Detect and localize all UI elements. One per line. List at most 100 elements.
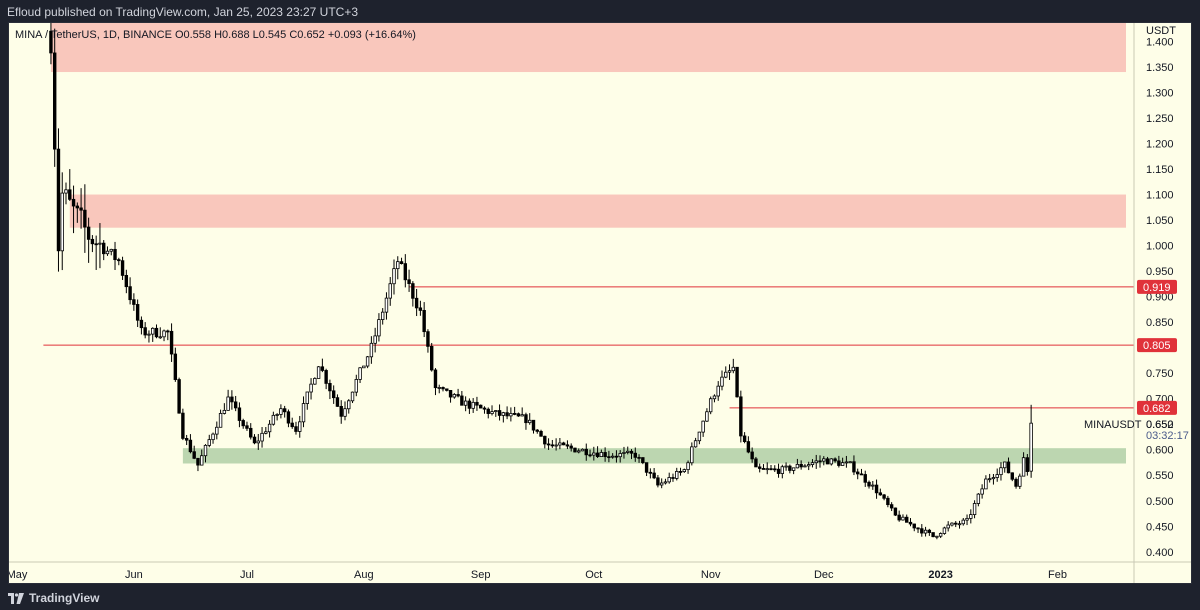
support-zone-3 <box>182 448 1126 464</box>
candle-down <box>128 286 132 301</box>
candle-up <box>991 477 996 480</box>
candle-up <box>494 410 498 413</box>
candle-up <box>987 478 992 481</box>
candle-up <box>279 408 283 415</box>
candle-up <box>316 366 321 379</box>
price-badges-layer: 0.919 0.805 0.682 <box>1137 279 1177 415</box>
candle-up <box>373 335 377 344</box>
x-ticks-layer: May Jun Jul Aug Sep Oct Nov Dec 2023 Feb <box>7 569 1067 581</box>
y-tick-label: 0.450 <box>1146 521 1174 533</box>
y-tick-label: 0.750 <box>1146 368 1174 380</box>
candle-down <box>531 419 536 431</box>
candle-down <box>856 471 860 475</box>
candle-down <box>539 430 543 437</box>
candle-up <box>995 474 999 478</box>
resistance-zone-1 <box>50 21 1126 73</box>
x-tick-label: Oct <box>585 569 602 581</box>
candle-up <box>105 250 110 255</box>
y-tick-label: 1.200 <box>1146 138 1174 150</box>
levels-layer <box>43 286 1134 409</box>
candle-down <box>230 396 234 403</box>
candle-up <box>558 442 562 446</box>
candle-up <box>463 400 468 406</box>
candle-up <box>298 421 302 432</box>
plot-background <box>9 23 1191 583</box>
candle-down <box>139 319 144 329</box>
candle-up <box>1029 422 1033 472</box>
price-badge-0.805 <box>1137 338 1177 353</box>
candle-up <box>980 488 984 495</box>
candle-down <box>124 275 129 288</box>
candle-up <box>942 527 947 534</box>
candle-down <box>184 438 189 441</box>
candle-up <box>377 319 381 337</box>
x-tick-label: Nov <box>701 569 721 581</box>
candle-down <box>324 370 328 384</box>
candle-down <box>561 442 566 446</box>
candle-up <box>697 431 702 442</box>
candle-down <box>742 435 747 442</box>
candle-up <box>437 387 441 389</box>
candle-down <box>486 408 490 414</box>
published-text: Efloud published on TradingView.com, Jan… <box>7 5 359 19</box>
candle-up <box>976 493 981 504</box>
candle-down <box>882 494 886 499</box>
y-tick-label: 0.850 <box>1146 317 1174 329</box>
y-tick-label: 1.050 <box>1146 215 1174 227</box>
candle-down <box>584 448 588 456</box>
tradingview-logo[interactable]: TradingView <box>8 591 99 605</box>
candle-up <box>362 365 366 369</box>
price-badge-label: 0.919 <box>1143 282 1171 294</box>
candle-up <box>829 458 834 465</box>
candle-up <box>957 523 962 526</box>
candlestick-chart[interactable]: 1.400 1.350 1.300 1.250 1.200 1.150 1.100 1.050… <box>7 0 1191 583</box>
candle-down <box>75 205 80 209</box>
candle-down <box>181 412 185 439</box>
candle-down <box>445 388 449 391</box>
candle-up <box>814 460 818 464</box>
price-badge-label: 0.805 <box>1143 340 1171 352</box>
candle-down <box>94 243 98 246</box>
candle-up <box>358 367 362 380</box>
candle-down <box>920 528 924 534</box>
candle-up <box>923 529 928 534</box>
candle-down <box>644 462 649 473</box>
candle-down <box>320 366 325 371</box>
candle-down <box>931 532 935 538</box>
candle-up <box>218 413 223 428</box>
candle-down <box>769 468 773 471</box>
y-tick-label: 1.150 <box>1146 164 1174 176</box>
candle-up <box>380 311 385 320</box>
candle-down <box>475 401 479 406</box>
x-tick-label: Jun <box>125 569 143 581</box>
candle-down <box>637 456 641 459</box>
chart-pane[interactable]: 1.400 1.350 1.300 1.250 1.200 1.150 1.100 1.050… <box>7 0 1192 584</box>
candle-up <box>727 370 732 373</box>
candle-up <box>731 366 735 372</box>
candle-down <box>761 468 766 470</box>
candle-up <box>520 414 524 417</box>
candle-up <box>693 440 698 448</box>
candle-down <box>927 529 932 533</box>
candle-up <box>509 413 513 417</box>
candle-down <box>573 447 577 453</box>
y-tick-label: 1.350 <box>1146 62 1174 74</box>
candle-down <box>524 414 528 424</box>
candle-down <box>603 452 607 458</box>
candle-down <box>143 327 147 336</box>
candle-down <box>86 226 91 240</box>
candle-up <box>984 478 988 490</box>
price-badge-label: 0.682 <box>1143 403 1171 415</box>
y-ticks-layer: 1.400 1.350 1.300 1.250 1.200 1.150 1.100 1.050… <box>1146 36 1174 558</box>
candle-up <box>720 376 724 387</box>
x-tick-label: Feb <box>1048 569 1067 581</box>
candle-up <box>347 400 351 410</box>
candle-down <box>173 353 178 380</box>
candle-down <box>833 458 837 462</box>
candle-down <box>648 471 653 474</box>
candle-down <box>135 304 140 321</box>
y-tick-label: 1.300 <box>1146 87 1174 99</box>
published-bar: Efloud published on TradingView.com, Jan… <box>0 0 1200 22</box>
candle-down <box>237 407 242 421</box>
candle-down <box>56 148 61 252</box>
